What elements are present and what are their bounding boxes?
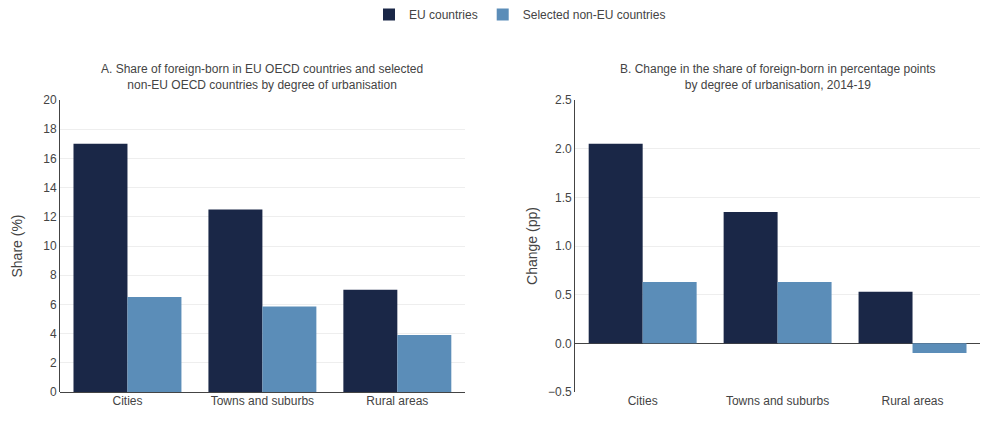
svg-text:Cities: Cities xyxy=(628,394,658,408)
svg-text:Rural areas: Rural areas xyxy=(366,394,428,408)
svg-text:B. Change in the share of fore: B. Change in the share of foreign-born i… xyxy=(620,62,936,92)
svg-text:Rural areas: Rural areas xyxy=(882,394,944,408)
svg-text:2.5: 2.5 xyxy=(555,93,572,107)
svg-text:16: 16 xyxy=(43,152,57,166)
svg-text:10: 10 xyxy=(43,239,57,253)
svg-text:12: 12 xyxy=(43,210,57,224)
svg-text:0: 0 xyxy=(50,385,57,399)
svg-text:Share (%): Share (%) xyxy=(9,214,25,277)
svg-text:Cities: Cities xyxy=(112,394,142,408)
svg-text:1.5: 1.5 xyxy=(555,191,572,205)
svg-text:4: 4 xyxy=(50,327,57,341)
svg-text:0.0: 0.0 xyxy=(555,337,572,351)
svg-text:20: 20 xyxy=(43,93,57,107)
svg-text:Selected non-EU countries: Selected non-EU countries xyxy=(523,8,666,22)
svg-text:14: 14 xyxy=(43,181,57,195)
svg-text:1.0: 1.0 xyxy=(555,239,572,253)
svg-text:Towns and suburbs: Towns and suburbs xyxy=(211,394,314,408)
svg-text:18: 18 xyxy=(43,122,57,136)
svg-text:EU countries: EU countries xyxy=(409,8,478,22)
svg-text:6: 6 xyxy=(50,298,57,312)
svg-text:−0.5: −0.5 xyxy=(548,385,572,399)
svg-text:Change (pp): Change (pp) xyxy=(524,207,540,285)
svg-text:A. Share of foreign-born in EU: A. Share of foreign-born in EU OECD coun… xyxy=(101,62,423,92)
svg-text:0.5: 0.5 xyxy=(555,288,572,302)
svg-text:8: 8 xyxy=(50,268,57,282)
svg-text:Towns and suburbs: Towns and suburbs xyxy=(726,394,829,408)
svg-text:2: 2 xyxy=(50,356,57,370)
svg-text:2.0: 2.0 xyxy=(555,142,572,156)
